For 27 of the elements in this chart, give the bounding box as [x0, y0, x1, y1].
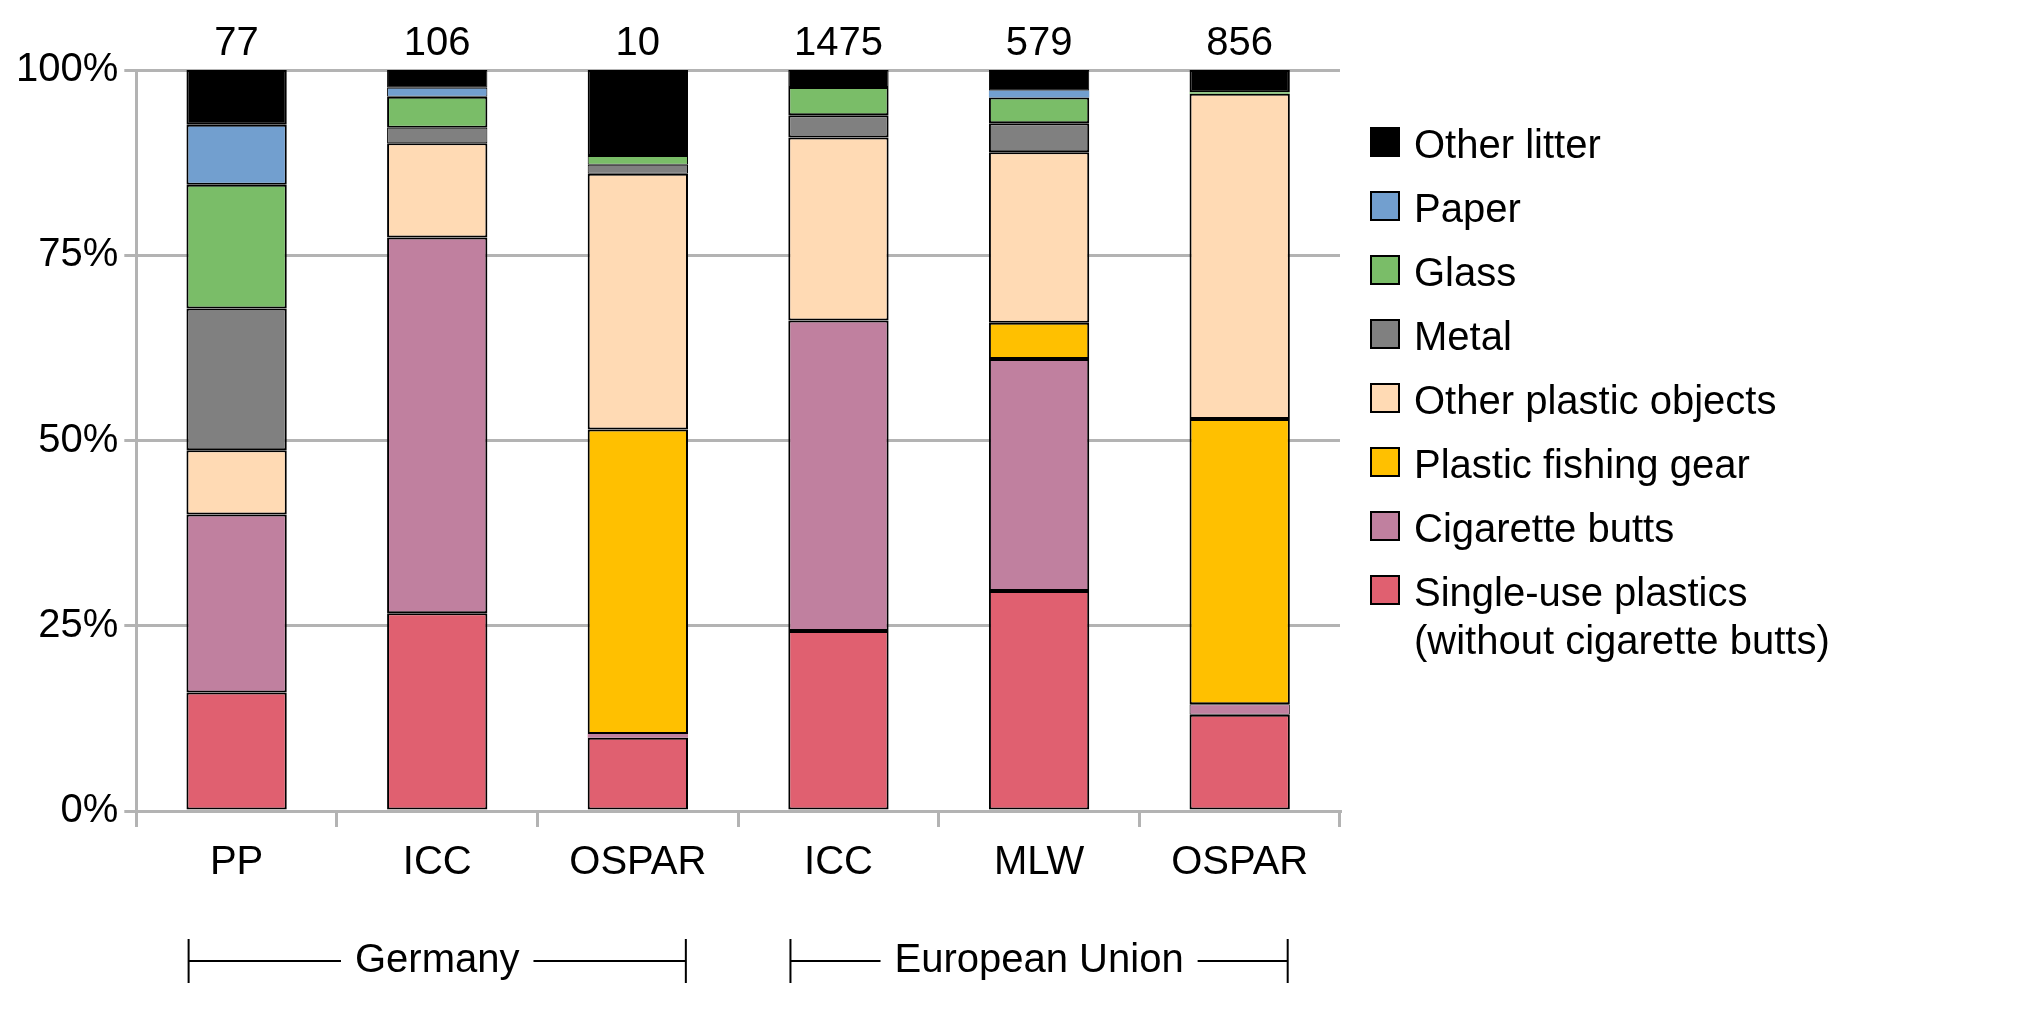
- text: 106: [403, 19, 471, 64]
- legend-label: Glass: [1414, 249, 1518, 296]
- legend-label: Single-use plastics (without cigarette butts): [1414, 569, 1831, 664]
- legend-label: Plastic fishing gear: [1414, 441, 1751, 488]
- x-tick-label: OSPAR: [1171, 838, 1309, 883]
- legend-label: Other litter: [1414, 121, 1602, 168]
- y-tick-label: 50%: [38, 415, 119, 460]
- text: 856: [1206, 19, 1274, 64]
- legend-label: Paper: [1414, 185, 1522, 232]
- y-tick-label: 75%: [38, 230, 119, 275]
- x-tick-label: ICC: [402, 838, 472, 883]
- text: 579: [1005, 19, 1073, 64]
- y-tick-label: 0%: [60, 786, 119, 831]
- x-tick-label: ICC: [804, 838, 873, 883]
- x-tick-label: OSPAR: [569, 838, 707, 883]
- y-tick-label: 25%: [38, 600, 119, 645]
- legend-label: Cigarette butts: [1414, 505, 1676, 552]
- legend-label: Metal: [1414, 313, 1513, 360]
- x-tick-label: PP: [209, 838, 264, 883]
- text: Germany: [354, 936, 520, 981]
- x-tick-label: MLW: [993, 838, 1085, 883]
- text: 10: [615, 19, 661, 64]
- legend-label: Other plastic objects: [1414, 377, 1778, 424]
- text: 1475: [793, 19, 883, 64]
- y-tick-label: 100%: [15, 45, 119, 90]
- text: 77: [214, 19, 259, 64]
- text: European Union: [894, 936, 1184, 981]
